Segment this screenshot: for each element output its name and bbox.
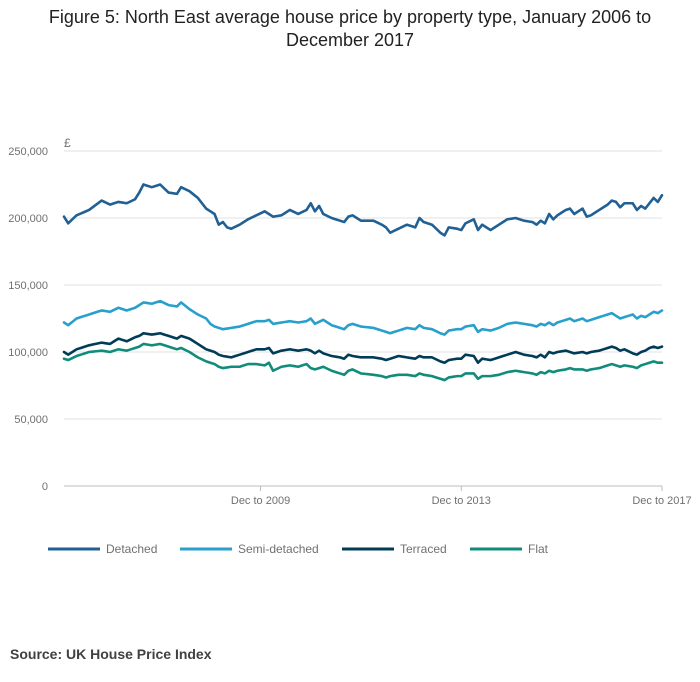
legend-label-semi-detached[interactable]: Semi-detached	[238, 542, 319, 556]
series-line-terraced	[62, 331, 664, 365]
y-axis: 0 50,000 100,000 150,000 200,000 250,000 £	[8, 136, 71, 493]
x-tick-label: Dec to 2009	[231, 495, 290, 507]
legend-label-detached[interactable]: Detached	[106, 542, 157, 556]
series-lines	[62, 183, 664, 382]
series-line-detached	[62, 183, 664, 237]
y-tick-label: 100,000	[8, 347, 48, 359]
chart-title-line-2: December 2017	[285, 30, 415, 50]
y-tick-label: 250,000	[8, 146, 48, 158]
chart-title-line-1: Figure 5: North East average house price…	[48, 7, 652, 27]
y-axis-unit: £	[64, 136, 71, 150]
legend-label-terraced[interactable]: Terraced	[400, 542, 447, 556]
series-line-semi-detached	[62, 299, 664, 336]
chart-title: Figure 5: North East average house price…	[20, 6, 680, 52]
legend[interactable]: Detached Semi-detached Terraced Flat	[48, 542, 549, 556]
x-tick-label: Dec to 2013	[432, 495, 491, 507]
series-line-flat	[62, 342, 664, 382]
y-tick-label: 200,000	[8, 213, 48, 225]
line-chart: 0 50,000 100,000 150,000 200,000 250,000 £ Dec…	[8, 136, 692, 556]
x-axis: Dec to 2009 Dec to 2013 Dec to 2017	[231, 486, 692, 507]
y-tick-label: 150,000	[8, 280, 48, 292]
y-tick-label: 50,000	[14, 414, 48, 426]
source-note: Source: UK House Price Index	[10, 646, 212, 662]
y-tick-label: 0	[42, 481, 48, 493]
x-tick-label: Dec to 2017	[632, 495, 691, 507]
legend-label-flat[interactable]: Flat	[528, 542, 549, 556]
